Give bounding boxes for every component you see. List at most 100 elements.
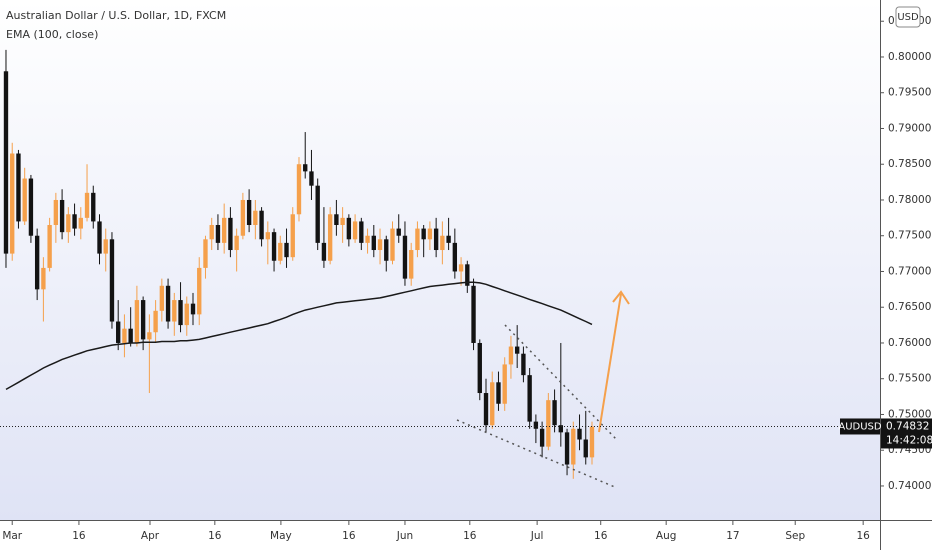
candle-body (147, 332, 152, 340)
candle-body (496, 382, 501, 404)
candle-body (390, 228, 395, 261)
x-tick-label: 16 (72, 530, 86, 542)
candle-body (377, 239, 383, 251)
candle-body (240, 199, 246, 236)
price-axis-panel (880, 0, 932, 550)
drawings (456, 290, 630, 489)
candle-body (184, 303, 189, 326)
candle-body (34, 235, 40, 290)
candle-body (321, 242, 327, 261)
candle-body (346, 217, 352, 240)
x-tick-label: 16 (856, 530, 870, 542)
candle-body (153, 310, 158, 333)
x-tick-label: Sep (785, 530, 805, 542)
candle-body (415, 228, 420, 251)
candle-body (359, 221, 364, 243)
candle-body (284, 242, 289, 258)
candle-body (197, 267, 202, 315)
x-tick-label: May (270, 530, 292, 542)
candle-body (265, 232, 270, 240)
x-tick-label: Mar (2, 530, 22, 542)
candle-body (278, 242, 283, 261)
y-tick-label: 0.75000 (888, 408, 931, 420)
indicator-label: EMA (100, close) (6, 28, 98, 41)
candle-body (234, 235, 239, 251)
candle-body (134, 300, 140, 343)
candle-body (458, 264, 464, 272)
candle-body (421, 228, 426, 240)
candle-body (514, 346, 520, 354)
candle-body (490, 382, 495, 426)
currency-label[interactable]: USD (897, 12, 919, 23)
candle-body (446, 235, 451, 243)
candle-body (471, 285, 476, 343)
candle-body (452, 242, 458, 272)
currency-box[interactable] (895, 6, 921, 28)
candle-body (259, 210, 264, 240)
candle-body (91, 192, 96, 222)
y-tick-label: 0.75500 (888, 373, 931, 385)
y-tick-label: 0.80000 (888, 51, 931, 63)
candle-body (296, 164, 302, 215)
candle-body (564, 432, 570, 465)
candle-body (477, 342, 482, 394)
candle-body (128, 328, 133, 343)
candle-body (116, 321, 121, 343)
candle-body (246, 199, 252, 226)
candle-body (253, 210, 258, 226)
y-tick-label: 0.79000 (888, 122, 931, 134)
candle-body (327, 214, 333, 261)
candle-body (221, 217, 227, 243)
candle-body (28, 178, 34, 236)
last-price-tag (881, 418, 932, 449)
candle-body (533, 421, 539, 429)
x-tick-label: Aug (656, 530, 677, 542)
symbol-tag (840, 418, 880, 435)
x-tick-label: Jul (530, 530, 544, 542)
candle-body (190, 303, 196, 315)
candle-body (290, 214, 295, 258)
candle-body (140, 300, 146, 340)
x-tick-label: 16 (208, 530, 222, 542)
x-tick-label: 16 (463, 530, 477, 542)
chart-title: Australian Dollar / U.S. Dollar, 1D, FXC… (6, 9, 226, 22)
ema-line (5, 281, 593, 391)
candle-body (539, 428, 545, 447)
candle-body (352, 221, 358, 240)
upper-trendline (504, 324, 618, 441)
candle-body (178, 300, 183, 326)
candle-body (427, 228, 433, 240)
candle-body (209, 225, 214, 240)
candle-body (396, 228, 401, 236)
x-tick-label: 16 (342, 530, 356, 542)
candle-body (22, 178, 27, 222)
y-tick-label: 0.78000 (888, 194, 931, 206)
candle-body (159, 285, 165, 311)
candle-body (271, 232, 277, 261)
candle-body (303, 164, 308, 172)
candle-body (527, 375, 532, 422)
candle-body (508, 346, 514, 365)
candle-body (122, 328, 127, 343)
lower-trendline (456, 419, 618, 489)
x-tick-label: 16 (594, 530, 608, 542)
symbol-label: AUDUSD (838, 421, 882, 432)
time-axis-panel (0, 520, 880, 550)
candle-body (66, 214, 71, 233)
candle-body (546, 400, 551, 447)
candle-body (583, 439, 588, 458)
candle-body (384, 239, 389, 261)
candle-body (109, 239, 115, 322)
candle-body (59, 199, 65, 233)
candle-body (571, 428, 576, 465)
y-tick-label: 0.76000 (888, 337, 931, 349)
last-price-label: 0.74832 (886, 420, 929, 432)
candle-body (203, 239, 208, 268)
candle-body (215, 225, 221, 243)
candle-body (433, 228, 439, 251)
candle-body (78, 217, 83, 229)
candle-body (16, 153, 21, 222)
candle-body (3, 71, 9, 254)
candle-body (521, 353, 526, 376)
